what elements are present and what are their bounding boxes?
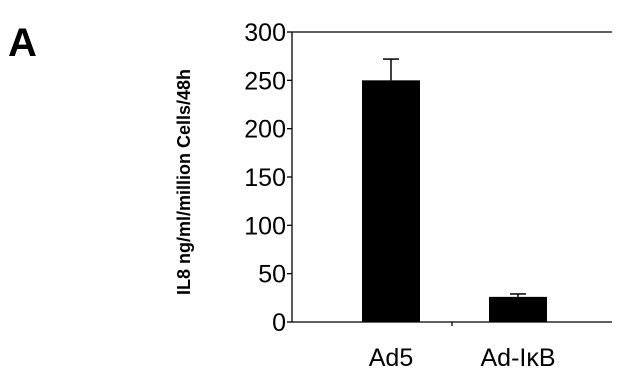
y-tick-label: 300 xyxy=(244,19,286,47)
y-ticks: 0 50 100 150 200 250 300 xyxy=(244,19,292,337)
y-tick-label: 100 xyxy=(244,212,286,240)
y-tick-label: 150 xyxy=(244,164,286,192)
y-tick-label: 200 xyxy=(244,116,286,144)
x-tick-label: Ad-IκB xyxy=(480,344,555,372)
y-tick-label: 50 xyxy=(258,261,286,289)
bar-1 xyxy=(489,296,547,322)
bar-0 xyxy=(362,80,420,322)
y-tick-label: 0 xyxy=(272,309,286,337)
y-tick-label: 250 xyxy=(244,67,286,95)
panel-label: A xyxy=(8,21,37,65)
bars xyxy=(362,58,547,322)
y-axis-title: IL8 ng/ml/million Cells/48h xyxy=(174,69,194,295)
x-tick-label: Ad5 xyxy=(369,344,413,372)
x-tick-labels: Ad5 Ad-IκB xyxy=(369,344,556,372)
